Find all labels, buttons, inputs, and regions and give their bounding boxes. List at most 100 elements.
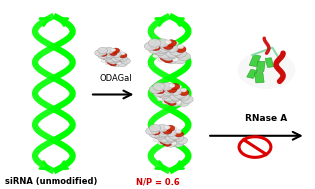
FancyBboxPatch shape	[249, 55, 261, 67]
FancyBboxPatch shape	[255, 72, 264, 83]
Circle shape	[146, 127, 157, 135]
Circle shape	[163, 140, 172, 146]
Circle shape	[165, 40, 171, 44]
Circle shape	[179, 49, 186, 53]
Circle shape	[104, 52, 114, 59]
Circle shape	[166, 125, 175, 131]
Circle shape	[111, 48, 116, 51]
Circle shape	[165, 129, 177, 137]
Circle shape	[120, 59, 125, 62]
Circle shape	[105, 62, 110, 65]
Circle shape	[107, 59, 115, 64]
Circle shape	[162, 85, 168, 89]
Circle shape	[120, 52, 125, 55]
Circle shape	[111, 63, 116, 66]
Circle shape	[152, 54, 159, 58]
Circle shape	[170, 88, 182, 95]
Text: N/P = 0.6: N/P = 0.6	[136, 177, 180, 186]
Circle shape	[148, 39, 161, 47]
Circle shape	[181, 88, 187, 92]
Circle shape	[107, 50, 117, 56]
Circle shape	[102, 54, 110, 60]
Circle shape	[158, 135, 169, 143]
Circle shape	[158, 91, 170, 98]
Circle shape	[183, 93, 189, 96]
Circle shape	[162, 94, 174, 101]
FancyBboxPatch shape	[265, 58, 274, 67]
Circle shape	[172, 134, 184, 141]
Circle shape	[176, 137, 187, 144]
Circle shape	[158, 50, 170, 59]
Circle shape	[167, 99, 177, 105]
Circle shape	[165, 135, 177, 143]
Circle shape	[155, 93, 161, 96]
Circle shape	[172, 41, 179, 45]
Circle shape	[166, 49, 179, 57]
Circle shape	[162, 100, 168, 104]
Circle shape	[157, 124, 168, 132]
Circle shape	[153, 83, 165, 91]
Circle shape	[158, 57, 164, 61]
Circle shape	[166, 56, 179, 64]
Circle shape	[181, 97, 187, 101]
Circle shape	[95, 50, 105, 56]
Circle shape	[161, 89, 173, 97]
Circle shape	[100, 51, 107, 56]
Circle shape	[100, 55, 105, 59]
Circle shape	[164, 86, 176, 94]
Circle shape	[111, 51, 121, 58]
Circle shape	[165, 140, 177, 147]
Circle shape	[167, 86, 177, 93]
Circle shape	[121, 58, 130, 64]
Circle shape	[149, 130, 161, 138]
Text: RNase A: RNase A	[245, 114, 288, 123]
Circle shape	[174, 131, 184, 137]
Circle shape	[176, 100, 182, 104]
Circle shape	[101, 59, 106, 62]
Circle shape	[162, 52, 175, 61]
Circle shape	[170, 92, 182, 100]
Circle shape	[178, 52, 191, 61]
Circle shape	[177, 54, 184, 58]
Circle shape	[156, 45, 169, 53]
Circle shape	[116, 49, 121, 52]
Circle shape	[157, 130, 168, 138]
Circle shape	[109, 50, 117, 56]
Circle shape	[176, 130, 181, 133]
Circle shape	[170, 94, 182, 101]
Circle shape	[111, 55, 121, 62]
Circle shape	[102, 54, 112, 60]
Circle shape	[158, 44, 170, 52]
Circle shape	[169, 84, 175, 88]
Circle shape	[170, 47, 182, 56]
Circle shape	[161, 83, 173, 91]
Circle shape	[98, 47, 108, 54]
Circle shape	[117, 60, 127, 67]
Circle shape	[119, 53, 127, 58]
FancyBboxPatch shape	[247, 69, 257, 78]
Circle shape	[122, 55, 127, 59]
Circle shape	[171, 127, 177, 130]
Circle shape	[177, 134, 183, 138]
Circle shape	[112, 48, 120, 53]
Circle shape	[158, 127, 164, 130]
Circle shape	[171, 141, 177, 145]
Circle shape	[111, 60, 121, 67]
Circle shape	[105, 49, 110, 52]
Circle shape	[104, 47, 114, 54]
Text: ODAGal: ODAGal	[100, 74, 132, 83]
Circle shape	[155, 87, 165, 94]
Circle shape	[176, 46, 186, 53]
Circle shape	[117, 56, 124, 61]
Circle shape	[162, 137, 173, 144]
Circle shape	[164, 142, 170, 146]
Circle shape	[163, 43, 173, 50]
Circle shape	[158, 91, 168, 98]
Circle shape	[157, 97, 163, 101]
Circle shape	[238, 51, 295, 89]
Circle shape	[163, 128, 172, 134]
Circle shape	[151, 129, 160, 135]
Circle shape	[166, 50, 179, 59]
Circle shape	[177, 98, 189, 106]
Circle shape	[174, 91, 186, 98]
